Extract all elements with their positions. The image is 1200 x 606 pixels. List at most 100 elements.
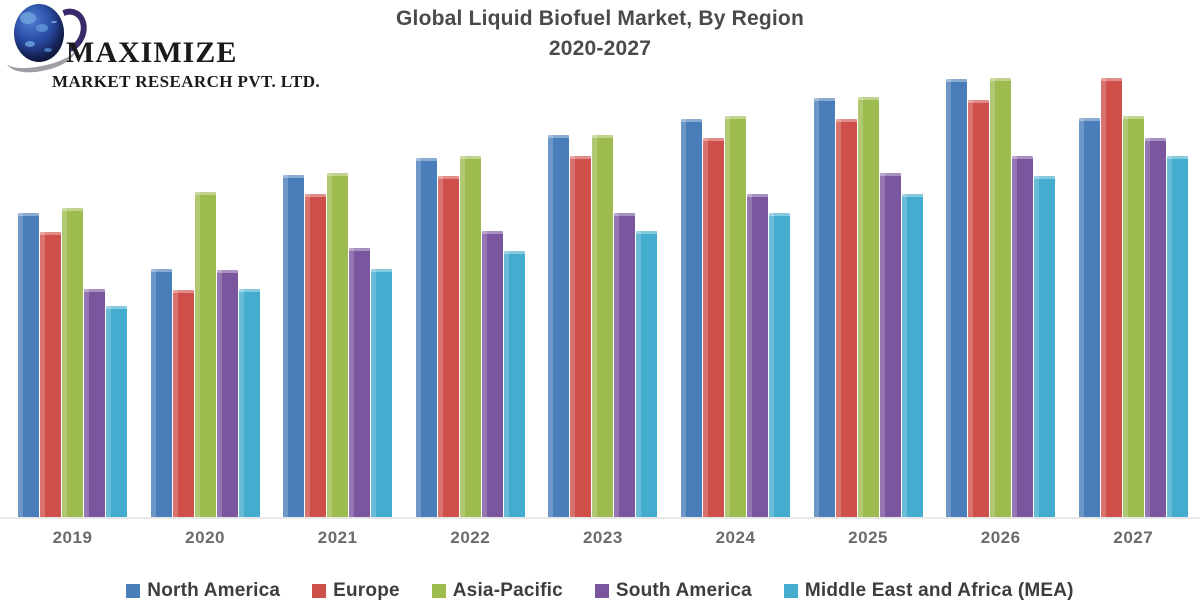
bar-highlight-edge: [879, 173, 885, 517]
x-tick-2027: 2027: [1113, 528, 1154, 547]
bar-highlight-cap: [990, 78, 1012, 82]
bar-2023-middle-east-and-africa-mea[interactable]: [636, 230, 658, 517]
bar-highlight-edge: [62, 208, 67, 517]
bar-highlight-edge: [150, 268, 156, 517]
bar-highlight-cap: [703, 137, 724, 141]
bar-2020-north-america[interactable]: [150, 268, 172, 517]
bar-2022-north-america[interactable]: [415, 157, 437, 517]
legend-label: South America: [615, 580, 752, 601]
bar-highlight-cap: [216, 269, 238, 273]
chart-title-line2: 2020-2027: [548, 37, 652, 60]
bar-highlight-edge: [349, 248, 355, 517]
bar-highlight-edge: [305, 193, 311, 517]
legend-item-south-america[interactable]: South America: [594, 580, 752, 602]
legend-item-middle-east-and-africa-mea[interactable]: Middle East and Africa (MEA): [783, 580, 1074, 602]
bar-2021-europe[interactable]: [305, 193, 327, 517]
bar-2019-north-america[interactable]: [18, 212, 39, 517]
company-logo: MAXIMIZE MARKET RESEARCH PVT. LTD.: [3, 2, 320, 107]
bar-2025-north-america[interactable]: [813, 98, 835, 517]
bar-highlight-edge: [84, 288, 89, 517]
legend-item-north-america[interactable]: North America: [126, 580, 280, 602]
bar-2022-middle-east-and-africa-mea[interactable]: [503, 250, 525, 517]
bar-group-2023: [548, 47, 658, 517]
bar-highlight-edge: [415, 157, 421, 517]
bar-2023-north-america[interactable]: [548, 135, 570, 517]
bar-highlight-cap: [305, 193, 327, 197]
bar-2027-north-america[interactable]: [1078, 117, 1100, 517]
logo-name-secondary: MARKET RESEARCH PVT. LTD.: [52, 72, 321, 91]
bar-2021-south-america[interactable]: [349, 248, 371, 517]
x-tick-2022: 2022: [450, 528, 491, 547]
logo-name-primary: MAXIMIZE: [66, 36, 238, 69]
bar-2020-south-america[interactable]: [216, 269, 238, 517]
bar-2027-south-america[interactable]: [1144, 137, 1166, 517]
bar-2023-south-america[interactable]: [614, 212, 636, 517]
bar-2024-north-america[interactable]: [681, 118, 702, 517]
bar-highlight-cap: [327, 173, 349, 177]
bar-highlight-cap: [857, 97, 879, 101]
bar-highlight-edge: [592, 135, 598, 517]
bar-2027-europe[interactable]: [1100, 78, 1122, 517]
bar-2026-middle-east-and-africa-mea[interactable]: [1034, 175, 1056, 517]
bar-2020-asia-pacific[interactable]: [194, 192, 216, 517]
bar-2020-middle-east-and-africa-mea[interactable]: [238, 288, 260, 517]
bar-highlight-cap: [879, 173, 901, 177]
chart-title-line1: Global Liquid Biofuel Market, By Region: [396, 7, 804, 30]
bar-highlight-edge: [1122, 116, 1128, 517]
legend-label: Europe: [333, 580, 400, 601]
bar-2024-south-america[interactable]: [747, 193, 768, 517]
bar-highlight-edge: [1078, 117, 1084, 517]
bar-2026-asia-pacific[interactable]: [990, 78, 1012, 517]
bar-highlight-edge: [1100, 78, 1106, 517]
bar-2024-asia-pacific[interactable]: [725, 116, 746, 517]
bar-2019-europe[interactable]: [40, 231, 61, 517]
bar-highlight-edge: [172, 289, 178, 517]
legend-item-europe[interactable]: Europe: [312, 580, 400, 602]
bar-2027-middle-east-and-africa-mea[interactable]: [1166, 155, 1188, 517]
bar-highlight-edge: [946, 79, 952, 517]
bar-2020-europe[interactable]: [172, 289, 194, 517]
legend-label: North America: [147, 580, 281, 601]
bar-2022-asia-pacific[interactable]: [459, 155, 481, 517]
bar-highlight-cap: [194, 192, 216, 196]
x-tick-2024: 2024: [715, 528, 756, 547]
bar-2025-asia-pacific[interactable]: [857, 97, 879, 517]
x-tick-2020: 2020: [185, 528, 225, 547]
bar-2025-europe[interactable]: [835, 118, 857, 517]
bar-highlight-cap: [725, 116, 746, 120]
bar-highlight-cap: [415, 157, 437, 161]
legend-swatch-icon: [594, 584, 609, 598]
bar-highlight-cap: [1122, 116, 1144, 120]
bar-2019-south-america[interactable]: [84, 288, 105, 517]
bar-2024-europe[interactable]: [703, 137, 724, 517]
bar-2024-middle-east-and-africa-mea[interactable]: [769, 212, 790, 517]
bar-2019-asia-pacific[interactable]: [62, 208, 83, 517]
bar-2025-south-america[interactable]: [879, 173, 901, 517]
bar-highlight-edge: [437, 175, 443, 517]
bar-2026-south-america[interactable]: [1012, 155, 1034, 517]
bar-group-2026: [946, 47, 1056, 517]
bar-2021-middle-east-and-africa-mea[interactable]: [371, 268, 393, 517]
bar-2026-europe[interactable]: [968, 99, 990, 517]
bar-2021-asia-pacific[interactable]: [327, 173, 349, 517]
bar-highlight-cap: [349, 248, 371, 252]
bar-highlight-cap: [459, 155, 481, 159]
x-tick-2026: 2026: [980, 528, 1021, 547]
bar-2022-south-america[interactable]: [481, 230, 503, 517]
bar-highlight-edge: [106, 305, 111, 517]
bar-2023-europe[interactable]: [570, 155, 592, 517]
bar-highlight-edge: [703, 137, 708, 517]
bar-2022-europe[interactable]: [437, 175, 459, 517]
bar-highlight-cap: [62, 208, 83, 212]
bar-2025-middle-east-and-africa-mea[interactable]: [901, 193, 923, 517]
bar-highlight-edge: [681, 118, 686, 517]
bar-2027-asia-pacific[interactable]: [1122, 116, 1144, 517]
bar-highlight-cap: [150, 268, 172, 272]
bar-2019-middle-east-and-africa-mea[interactable]: [106, 305, 127, 517]
legend-item-asia-pacific[interactable]: Asia-Pacific: [431, 580, 563, 602]
bar-highlight-cap: [481, 230, 503, 234]
bar-2021-north-america[interactable]: [283, 174, 305, 517]
bar-2023-asia-pacific[interactable]: [592, 135, 614, 517]
bar-2026-north-america[interactable]: [946, 79, 968, 517]
bar-highlight-edge: [747, 193, 752, 517]
